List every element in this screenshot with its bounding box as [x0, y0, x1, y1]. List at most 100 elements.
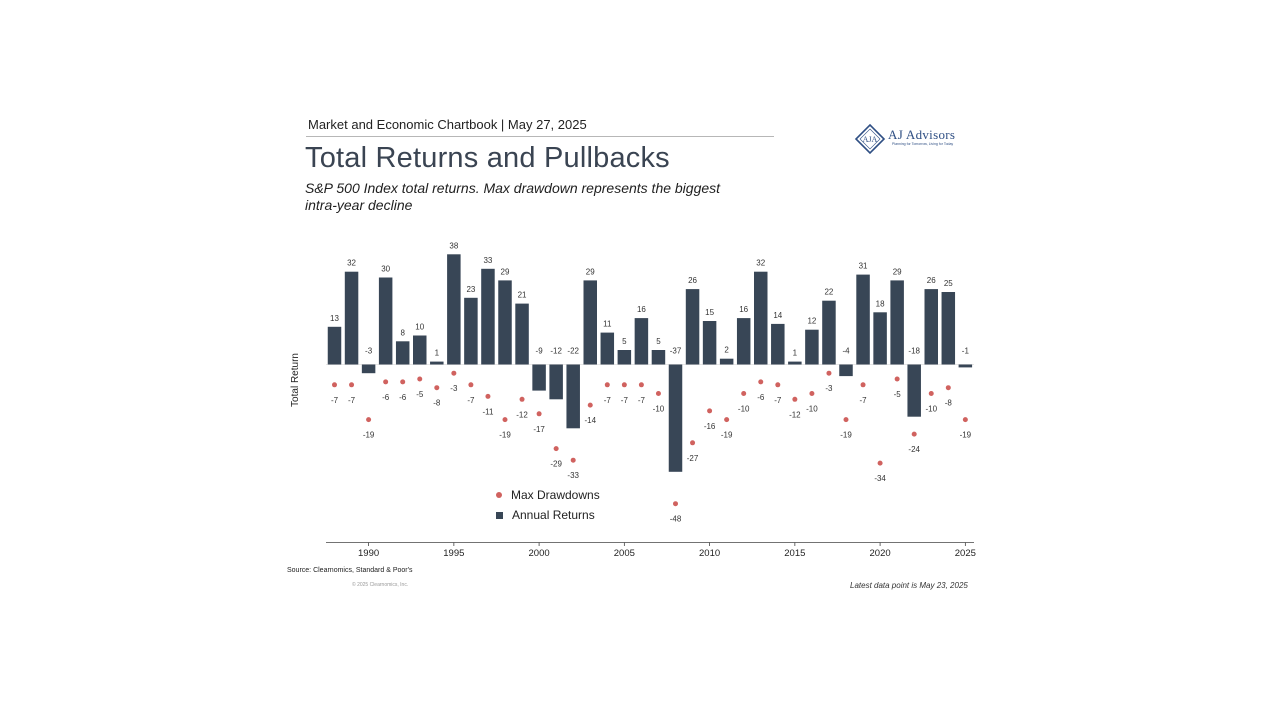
drawdown-label-2023: -10 [925, 405, 937, 414]
bar-2005 [617, 350, 632, 365]
copyright-note: © 2025 Clearnomics, Inc. [352, 582, 409, 588]
bar-label-2022: -18 [908, 347, 920, 356]
drawdown-dot-1999 [519, 396, 525, 402]
drawdown-dot-2015 [792, 396, 798, 402]
bar-1989 [344, 271, 359, 365]
logo-name: AJ Advisors [888, 127, 956, 142]
drawdown-dot-1990 [366, 417, 372, 423]
bar-label-2006: 16 [637, 305, 646, 314]
drawdown-dot-1988 [332, 382, 337, 388]
bar-2000 [532, 364, 546, 391]
drawdown-label-1991: -6 [382, 393, 390, 402]
drawdown-dot-2008 [673, 501, 678, 507]
bar-label-2023: 26 [927, 276, 936, 285]
bar-1999 [515, 303, 529, 365]
drawdown-dot-1994 [434, 385, 440, 391]
bar-label-1994: 1 [435, 349, 440, 358]
bar-label-1993: 10 [415, 323, 424, 332]
page-subtitle: S&P 500 Index total returns. Max drawdow… [305, 180, 721, 213]
bar-label-2003: 29 [586, 267, 595, 276]
bar-1994 [430, 361, 444, 365]
aj-advisors-logo: AJA [854, 123, 886, 155]
drawdown-dot-2005 [621, 382, 627, 388]
drawdown-dot-1997 [485, 393, 491, 399]
drawdown-label-2003: -14 [584, 416, 596, 425]
x-tick-label-2005: 2005 [614, 548, 635, 559]
drawdown-label-1999: -12 [516, 410, 528, 419]
bar-2003 [583, 280, 597, 365]
drawdown-dot-2022 [911, 431, 917, 437]
bar-label-2018: -4 [842, 347, 850, 356]
bar-2021 [890, 280, 904, 365]
drawdown-label-2015: -12 [789, 410, 801, 419]
bar-2001 [549, 364, 563, 400]
bar-2008 [668, 364, 683, 472]
bar-2018 [839, 364, 853, 377]
drawdown-label-2021: -5 [894, 390, 902, 399]
drawdown-dot-1995 [451, 370, 457, 376]
y-axis-label: Total Return [290, 353, 301, 407]
chartbook-header: Market and Economic Chartbook | May 27, … [308, 117, 587, 132]
drawdown-label-2008: -48 [670, 515, 682, 524]
drawdown-label-1992: -6 [399, 393, 407, 402]
drawdown-label-1996: -7 [467, 396, 475, 405]
bar-1996 [464, 297, 478, 365]
drawdown-label-2002: -33 [567, 471, 579, 480]
bar-label-2010: 15 [705, 308, 714, 317]
bar-1988 [327, 326, 342, 365]
drawdown-label-2011: -19 [721, 431, 733, 440]
logo-monogram: AJA [863, 135, 878, 144]
bar-label-2024: 25 [944, 279, 953, 288]
bar-2009 [685, 289, 700, 365]
drawdown-dot-2016 [809, 391, 815, 396]
drawdown-dot-2014 [775, 382, 781, 388]
drawdown-label-2012: -10 [738, 405, 750, 414]
drawdown-label-2013: -6 [757, 393, 765, 402]
drawdown-dot-2011 [724, 417, 730, 423]
x-tick-label-1990: 1990 [358, 548, 379, 559]
drawdown-dot-2000 [536, 411, 542, 417]
bar-2012 [736, 318, 751, 365]
bar-2014 [771, 323, 785, 365]
drawdown-dot-2020 [877, 460, 883, 466]
drawdown-label-2004: -7 [604, 396, 612, 405]
drawdown-dot-1998 [502, 417, 508, 423]
bar-2023 [924, 289, 938, 365]
bar-label-1990: -3 [365, 347, 373, 356]
drawdown-label-2007: -10 [653, 405, 665, 414]
bar-2019 [856, 274, 870, 365]
drawdown-label-2000: -17 [533, 425, 545, 434]
x-tick-label-2020: 2020 [870, 548, 891, 559]
drawdown-dot-2009 [690, 440, 696, 446]
drawdown-label-2001: -29 [550, 460, 562, 469]
bar-label-1995: 38 [449, 241, 458, 250]
bar-2004 [600, 332, 615, 365]
page-title: Total Returns and Pullbacks [305, 142, 670, 174]
x-tick-label-2010: 2010 [699, 548, 720, 559]
drawdown-dot-2021 [894, 376, 900, 382]
x-tick-label-2025: 2025 [955, 548, 976, 559]
drawdown-dot-2012 [741, 391, 747, 396]
drawdown-label-2022: -24 [908, 445, 920, 454]
drawdown-label-2016: -10 [806, 405, 818, 414]
bar-label-2019: 31 [859, 262, 868, 271]
bar-2013 [754, 271, 768, 365]
bar-label-2025: -1 [962, 347, 970, 356]
bar-label-1992: 8 [400, 328, 405, 337]
drawdown-dot-2025 [962, 417, 968, 423]
drawdown-dot-2007 [655, 391, 661, 396]
bar-label-2012: 16 [739, 305, 748, 314]
legend-item-drawdowns: Max Drawdowns [494, 488, 600, 502]
bar-label-2000: -9 [536, 347, 544, 356]
bar-2017 [822, 300, 836, 365]
bar-1995 [447, 254, 461, 365]
logo-tagline: Planning for Tomorrow, Living for Today [892, 142, 954, 146]
bar-label-1998: 29 [501, 267, 510, 276]
drawdown-label-2017: -3 [825, 384, 833, 393]
bar-label-2008: -37 [670, 347, 682, 356]
bar-label-1988: 13 [330, 314, 339, 323]
drawdown-label-1988: -7 [331, 396, 339, 405]
bar-label-2004: 11 [603, 320, 612, 329]
drawdown-dot-1991 [383, 379, 389, 385]
source-note: Source: Clearnomics, Standard & Poor's [287, 567, 413, 574]
